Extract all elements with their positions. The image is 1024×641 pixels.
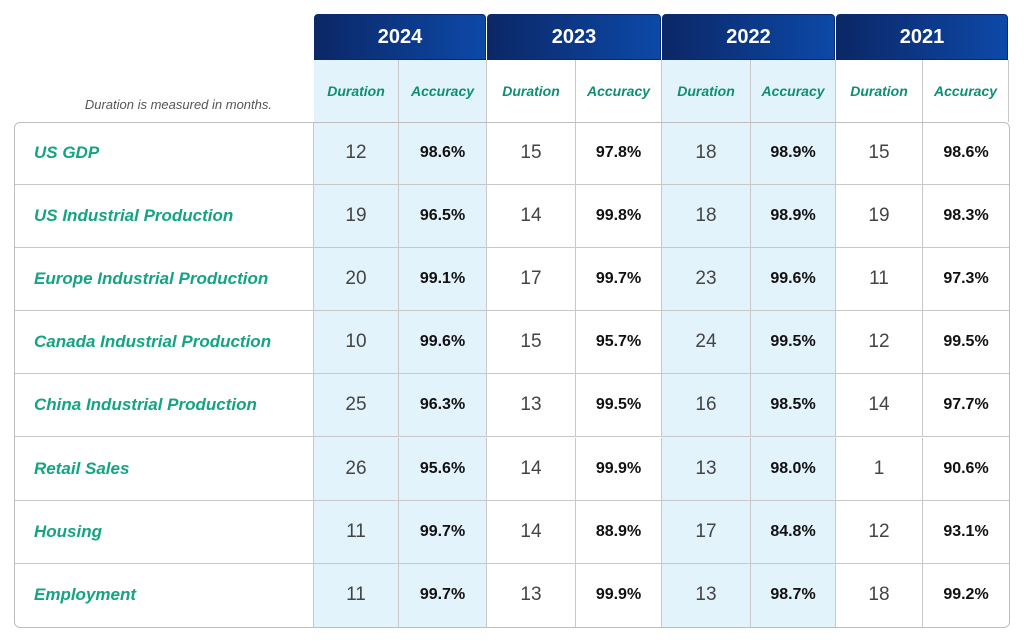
column-header: Duration [314,60,399,122]
duration-cell: 13 [662,563,751,627]
accuracy-cell: 99.5% [923,311,1009,375]
accuracy-cell: 99.6% [751,248,836,312]
duration-cell: 12 [836,311,923,375]
year-header: 2024 [314,14,486,60]
accuracy-cell: 88.9% [576,500,662,564]
row-label: US Industrial Production [14,185,314,249]
duration-cell: 12 [836,500,923,564]
accuracy-cell: 95.6% [399,437,487,501]
accuracy-cell: 98.6% [399,122,487,186]
accuracy-cell: 97.7% [923,374,1009,438]
duration-cell: 17 [662,500,751,564]
accuracy-cell: 99.7% [576,248,662,312]
accuracy-cell: 99.1% [399,248,487,312]
duration-cell: 11 [836,248,923,312]
duration-cell: 26 [314,437,399,501]
column-header: Accuracy [399,60,487,122]
duration-cell: 15 [487,311,576,375]
accuracy-cell: 99.5% [751,311,836,375]
column-header: Duration [487,60,576,122]
row-label: China Industrial Production [14,374,314,438]
accuracy-cell: 99.7% [399,500,487,564]
column-header: Duration [662,60,751,122]
duration-cell: 19 [836,185,923,249]
row-label: US GDP [14,122,314,186]
accuracy-cell: 98.0% [751,437,836,501]
duration-cell: 11 [314,563,399,627]
accuracy-cell: 98.3% [923,185,1009,249]
duration-cell: 13 [487,374,576,438]
accuracy-cell: 98.9% [751,122,836,186]
row-label: Canada Industrial Production [14,311,314,375]
accuracy-cell: 99.8% [576,185,662,249]
row-label: Employment [34,585,137,605]
duration-cell: 18 [662,122,751,186]
duration-cell: 10 [314,311,399,375]
accuracy-cell: 99.9% [576,563,662,627]
accuracy-cell: 93.1% [923,501,1009,564]
year-header: 2022 [662,14,835,60]
duration-cell: 1 [836,437,923,501]
accuracy-cell: 90.6% [923,438,1009,501]
accuracy-cell: 97.3% [923,248,1009,312]
column-header: Accuracy [751,60,836,122]
accuracy-cell: 99.6% [399,311,487,375]
duration-cell: 25 [314,374,399,438]
column-header: Accuracy [923,60,1009,122]
accuracy-cell: 99.9% [576,437,662,501]
row-label: Retail Sales [14,438,314,501]
accuracy-cell: 99.7% [399,563,487,627]
duration-cell: 23 [662,248,751,312]
duration-cell: 15 [487,122,576,186]
duration-cell: 15 [836,122,923,186]
duration-cell: 12 [314,122,399,186]
column-header: Accuracy [576,60,662,122]
row-label: Europe Industrial Production [14,248,314,312]
row-label: Housing [14,501,314,564]
accuracy-cell: 98.7% [751,563,836,627]
duration-cell: 13 [662,437,751,501]
accuracy-cell: 99.2% [943,586,989,604]
accuracy-cell: 98.5% [751,374,836,438]
duration-cell: 14 [487,500,576,564]
duration-cell: 18 [836,563,923,627]
duration-cell: 20 [314,248,399,312]
accuracy-cell: 96.3% [399,374,487,438]
column-header: Duration [836,60,923,122]
duration-cell: 24 [662,311,751,375]
duration-cell: 18 [662,185,751,249]
duration-cell: 17 [487,248,576,312]
year-header: 2021 [836,14,1008,60]
duration-cell: 13 [487,563,576,627]
accuracy-cell: 97.8% [576,122,662,186]
duration-cell: 19 [314,185,399,249]
duration-cell: 11 [314,500,399,564]
accuracy-cell: 98.6% [923,122,1009,186]
accuracy-cell: 84.8% [751,500,836,564]
duration-cell: 16 [662,374,751,438]
label-divider [313,122,314,627]
year-header: 2023 [487,14,661,60]
note: Duration is measured in months. [84,96,272,112]
duration-cell: 14 [487,437,576,501]
accuracy-cell: 98.9% [751,185,836,249]
accuracy-cell: 95.7% [576,311,662,375]
duration-cell: 14 [487,185,576,249]
duration-cell: 14 [836,374,923,438]
accuracy-cell: 96.5% [399,185,487,249]
accuracy-cell: 99.5% [576,374,662,438]
